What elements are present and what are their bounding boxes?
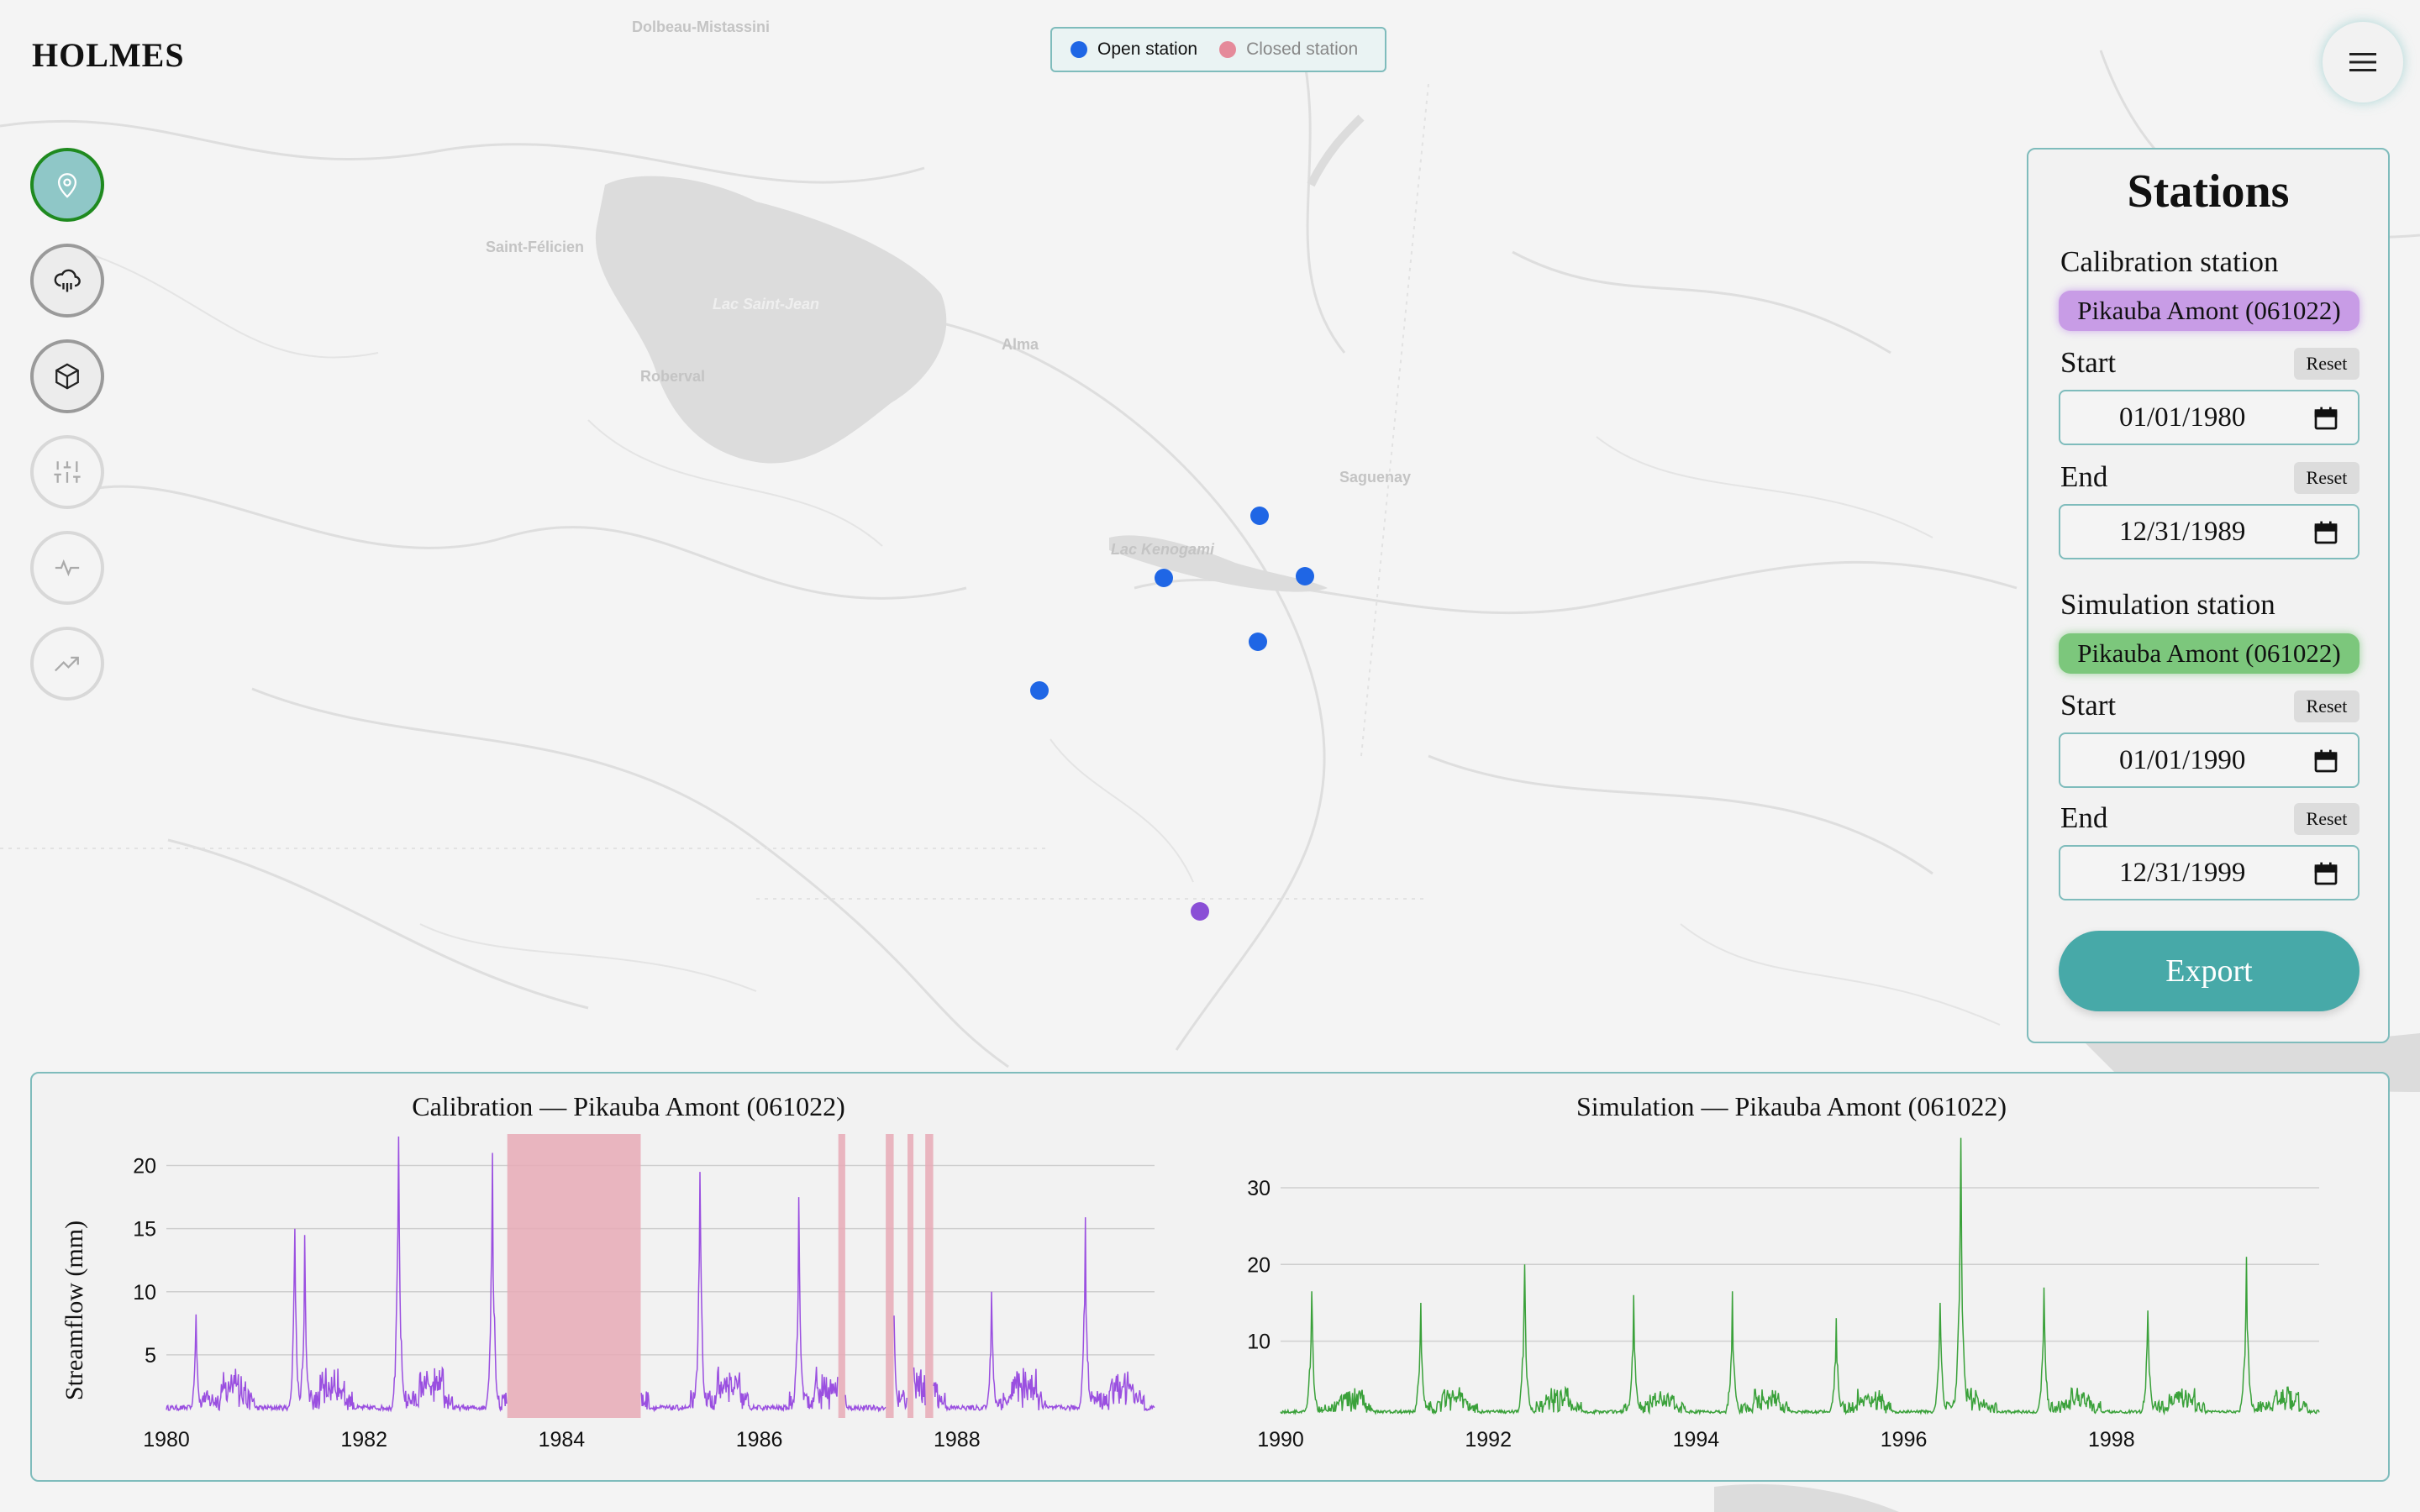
x-tick-label: 1980 bbox=[143, 1428, 190, 1452]
panel-title: Stations bbox=[2127, 165, 2290, 218]
streams bbox=[83, 251, 2001, 1026]
calibration-chart-title: Calibration — Pikauba Amont (061022) bbox=[412, 1091, 845, 1121]
calendar-icon[interactable] bbox=[2312, 860, 2339, 887]
cube-icon bbox=[55, 363, 79, 390]
calibration-start-value: 01/01/1980 bbox=[2119, 402, 2246, 433]
tool-weather[interactable] bbox=[30, 244, 104, 318]
station-markers[interactable] bbox=[1030, 507, 1314, 921]
x-tick-label: 1984 bbox=[539, 1428, 586, 1452]
series-line bbox=[1280, 1137, 2320, 1416]
simulation-end-date-input[interactable]: 12/31/1999 bbox=[2059, 845, 2360, 900]
calibration-start-reset-button[interactable]: Reset bbox=[2294, 348, 2360, 380]
x-tick-label: 1996 bbox=[1881, 1428, 1928, 1452]
stations-panel: Stations Calibration station Pikauba Amo… bbox=[2027, 148, 2390, 1043]
calendar-icon[interactable] bbox=[2312, 519, 2339, 546]
station-marker-open[interactable] bbox=[1155, 569, 1173, 587]
simulation-chart-title: Simulation — Pikauba Amont (061022) bbox=[1576, 1091, 2007, 1121]
station-marker-open[interactable] bbox=[1296, 567, 1314, 585]
hydrograph-panel: Calibration — Pikauba Amont (061022) Sim… bbox=[30, 1072, 2390, 1482]
pulse-icon bbox=[55, 559, 80, 577]
y-tick-label: 30 bbox=[1247, 1177, 1270, 1200]
excluded-period bbox=[886, 1134, 894, 1418]
tool-results[interactable] bbox=[30, 627, 104, 701]
series-line bbox=[166, 1136, 1155, 1413]
lake-saint-jean bbox=[595, 176, 947, 464]
app-title: HOLMES bbox=[32, 36, 185, 74]
label-alma: Alma bbox=[1002, 336, 1039, 353]
label-saguenay: Saguenay bbox=[1339, 469, 1411, 486]
calibration-start-label: Start bbox=[2060, 346, 2117, 379]
tool-model[interactable] bbox=[30, 339, 104, 413]
calibration-end-label: End bbox=[2060, 460, 2108, 493]
menu-button[interactable] bbox=[2323, 22, 2403, 102]
simulation-end-label: End bbox=[2060, 801, 2108, 834]
station-marker-open[interactable] bbox=[1250, 507, 1269, 525]
excluded-period bbox=[925, 1134, 934, 1418]
simulation-station-label: Simulation station bbox=[2060, 588, 2275, 621]
x-tick-label: 1986 bbox=[736, 1428, 783, 1452]
closed-station-dot bbox=[1219, 41, 1237, 58]
simulation-start-reset-button[interactable]: Reset bbox=[2294, 690, 2360, 722]
x-tick-label: 1988 bbox=[934, 1428, 981, 1452]
map-labels: Dolbeau-Mistassini Saint-Félicien Lac Sa… bbox=[486, 18, 1411, 558]
trend-up-icon bbox=[55, 656, 79, 672]
location-pin-icon bbox=[57, 173, 77, 198]
boundaries bbox=[0, 83, 1429, 900]
calibration-end-reset-button[interactable]: Reset bbox=[2294, 462, 2360, 494]
simulation-end-value: 12/31/1999 bbox=[2119, 857, 2246, 888]
station-marker-open[interactable] bbox=[1249, 633, 1267, 651]
simulation-station-chip[interactable]: Pikauba Amont (061022) bbox=[2059, 633, 2360, 674]
label-roberval: Roberval bbox=[640, 368, 705, 385]
simulation-start-date-input[interactable]: 01/01/1990 bbox=[2059, 732, 2360, 788]
y-tick-label: 10 bbox=[133, 1281, 156, 1305]
tool-hydrograph[interactable] bbox=[30, 531, 104, 605]
legend-open: Open station bbox=[1071, 39, 1197, 60]
label-lac-kenogami: Lac Kenogami bbox=[1111, 541, 1215, 558]
simulation-start-label: Start bbox=[2060, 689, 2117, 722]
hamburger-icon bbox=[2349, 53, 2376, 71]
label-saint-felicien: Saint-Félicien bbox=[486, 239, 584, 255]
calibration-y-axis-label: Streamflow (mm) bbox=[60, 1221, 88, 1400]
x-tick-label: 1982 bbox=[340, 1428, 387, 1452]
y-tick-label: 10 bbox=[1247, 1331, 1270, 1354]
x-tick-label: 1998 bbox=[2088, 1428, 2135, 1452]
excluded-period bbox=[507, 1134, 641, 1418]
tool-stations[interactable] bbox=[30, 148, 104, 222]
station-legend: Open station Closed station bbox=[1050, 27, 1386, 72]
calibration-station-label: Calibration station bbox=[2060, 245, 2279, 278]
x-tick-label: 1992 bbox=[1465, 1428, 1512, 1452]
y-tick-label: 15 bbox=[133, 1218, 156, 1242]
excluded-period bbox=[838, 1134, 845, 1418]
label-lac-saint-jean: Lac Saint-Jean bbox=[713, 296, 819, 312]
open-station-dot bbox=[1071, 41, 1087, 58]
legend-closed-label: Closed station bbox=[1246, 39, 1359, 59]
simulation-start-value: 01/01/1990 bbox=[2119, 744, 2246, 775]
lake-kenogami bbox=[1109, 535, 1328, 592]
legend-open-label: Open station bbox=[1097, 39, 1198, 59]
calibration-end-date-input[interactable]: 12/31/1989 bbox=[2059, 504, 2360, 559]
export-button[interactable]: Export bbox=[2059, 931, 2360, 1011]
excluded-period bbox=[908, 1134, 914, 1418]
calibration-start-date-input[interactable]: 01/01/1980 bbox=[2059, 390, 2360, 445]
label-dolbeau: Dolbeau-Mistassini bbox=[632, 18, 770, 35]
x-tick-label: 1994 bbox=[1673, 1428, 1720, 1452]
y-tick-label: 20 bbox=[1247, 1253, 1270, 1277]
station-marker-open[interactable] bbox=[1030, 681, 1049, 700]
calendar-icon[interactable] bbox=[2312, 405, 2339, 432]
station-marker-selected[interactable] bbox=[1191, 902, 1209, 921]
tool-parameters[interactable] bbox=[30, 435, 104, 509]
hydrograph-charts: Calibration — Pikauba Amont (061022) Sim… bbox=[60, 1091, 2320, 1452]
calibration-end-value: 12/31/1989 bbox=[2119, 516, 2246, 547]
y-tick-label: 5 bbox=[145, 1344, 156, 1368]
calendar-icon[interactable] bbox=[2312, 748, 2339, 774]
x-tick-label: 1990 bbox=[1257, 1428, 1304, 1452]
rain-cloud-icon bbox=[54, 269, 81, 292]
simulation-end-reset-button[interactable]: Reset bbox=[2294, 803, 2360, 835]
saguenay-river bbox=[1307, 114, 1365, 187]
water-body-bottom bbox=[1714, 1483, 1899, 1512]
sliders-icon bbox=[54, 461, 81, 483]
calibration-station-chip[interactable]: Pikauba Amont (061022) bbox=[2059, 291, 2360, 331]
legend-closed: Closed station bbox=[1219, 39, 1358, 60]
y-tick-label: 20 bbox=[133, 1155, 156, 1179]
